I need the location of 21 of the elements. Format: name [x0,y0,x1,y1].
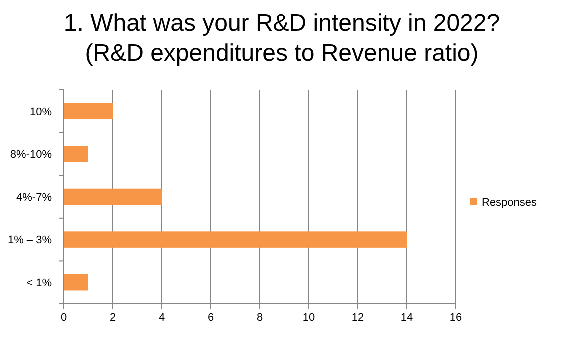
x-tick-label: 16 [450,312,462,324]
x-tick-label: 0 [60,312,68,324]
y-tick-label: 8%-10% [10,149,52,162]
y-tick-label: 4%-7% [16,192,52,204]
y-tick-label: < 1% [26,277,52,290]
chart-title: 1. What was your R&D intensity in 2022? (R&D expenditures to Revenue ratio) [64,10,500,67]
bar [64,274,88,291]
bar [64,232,407,248]
x-tick-label: 14 [400,312,414,324]
x-tick-label: 4 [158,312,166,324]
x-tick-label: 12 [352,312,364,324]
x-tick-label: 6 [208,312,214,324]
x-tick-label: 8 [256,312,264,324]
bar [64,188,162,206]
legend-label: Responses [482,196,538,209]
bar [64,103,113,120]
y-tick-label: 10% [30,106,52,118]
x-tick-label: 2 [110,312,116,324]
x-tick-label: 10 [302,312,316,324]
y-tick-label: 1% – 3% [8,234,52,247]
bar [64,146,88,162]
